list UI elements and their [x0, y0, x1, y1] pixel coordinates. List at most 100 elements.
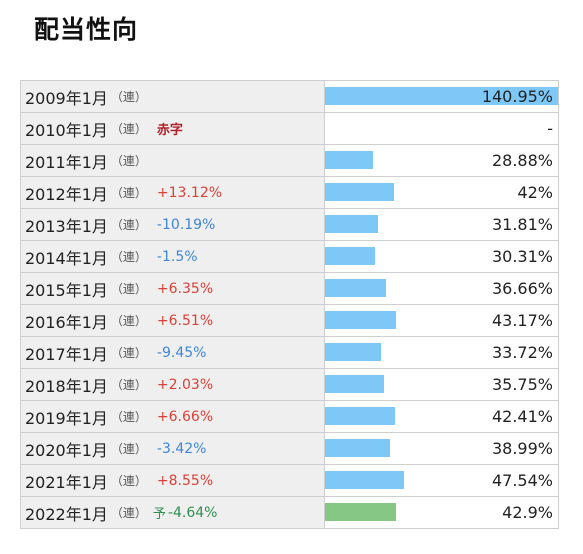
fiscal-period: 2020年1月 — [25, 440, 108, 460]
table-row: 2019年1月 （連） +6.66% 42.41% — [20, 400, 559, 433]
payout-ratio-value: 42% — [517, 183, 553, 202]
payout-change: +6.66% — [156, 408, 214, 425]
ratio-cell: 42.41% — [324, 400, 559, 433]
consolidated-mark: （連） — [110, 250, 147, 264]
table-row: 2014年1月 （連） -1.5% 30.31% — [20, 240, 559, 273]
ratio-bar — [325, 311, 397, 329]
ratio-cell: 47.54% — [324, 464, 559, 497]
payout-ratio-value: 43.17% — [491, 311, 553, 330]
forecast-ratio-bar — [325, 503, 396, 521]
table-row: 2013年1月 （連） -10.19% 31.81% — [20, 208, 559, 241]
period-cell: 2020年1月 （連） -3.42% — [20, 432, 325, 465]
table-row: 2022年1月 （連） 予 -4.64% 42.9% — [20, 496, 559, 529]
period-cell: 2011年1月 （連） — [20, 144, 325, 177]
payout-ratio-value: 30.31% — [491, 247, 553, 266]
table-row: 2011年1月 （連） 28.88% — [20, 144, 559, 177]
payout-ratio-value: 33.72% — [491, 343, 553, 362]
payout-change: -4.64% — [167, 504, 218, 521]
period-cell: 2017年1月 （連） -9.45% — [20, 336, 325, 369]
period-cell: 2014年1月 （連） -1.5% — [20, 240, 325, 273]
ratio-bar — [325, 151, 373, 169]
payout-ratio-table: 2009年1月 （連） 140.95% 2010年1月 （連） 赤字 -2011年1月 （連）… — [20, 80, 559, 529]
consolidated-mark: （連） — [110, 186, 147, 200]
fiscal-period: 2018年1月 — [25, 376, 108, 396]
payout-ratio-value: 140.95% — [481, 87, 553, 106]
payout-change: -9.45% — [156, 344, 207, 361]
ratio-cell: 36.66% — [324, 272, 559, 305]
payout-change: -1.5% — [156, 248, 198, 265]
payout-change: -3.42% — [156, 440, 207, 457]
consolidated-mark: （連） — [110, 410, 147, 424]
payout-ratio-value: 47.54% — [491, 471, 553, 490]
table-row: 2016年1月 （連） +6.51% 43.17% — [20, 304, 559, 337]
payout-ratio-value: 36.66% — [491, 279, 553, 298]
consolidated-mark: （連） — [110, 218, 147, 232]
ratio-cell: 42.9% — [324, 496, 559, 529]
fiscal-period: 2019年1月 — [25, 408, 108, 428]
ratio-bar — [325, 183, 395, 201]
ratio-bar — [325, 215, 378, 233]
ratio-cell: 42% — [324, 176, 559, 209]
ratio-cell: 140.95% — [324, 80, 559, 113]
payout-change: +6.51% — [156, 312, 214, 329]
consolidated-mark: （連） — [110, 506, 147, 520]
ratio-bar — [325, 471, 404, 489]
fiscal-period: 2014年1月 — [25, 248, 108, 268]
consolidated-mark: （連） — [110, 282, 147, 296]
payout-change: +6.35% — [156, 280, 214, 297]
table-row: 2018年1月 （連） +2.03% 35.75% — [20, 368, 559, 401]
table-row: 2012年1月 （連） +13.12% 42% — [20, 176, 559, 209]
ratio-bar — [325, 343, 381, 361]
period-cell: 2010年1月 （連） 赤字 — [20, 112, 325, 145]
fiscal-period: 2010年1月 — [25, 120, 108, 140]
table-row: 2010年1月 （連） 赤字 - — [20, 112, 559, 145]
ratio-bar — [325, 407, 396, 425]
deficit-badge: 赤字 — [156, 123, 183, 138]
payout-ratio-value: 28.88% — [491, 151, 553, 170]
page-title: 配当性向 — [34, 15, 139, 44]
ratio-bar — [325, 439, 390, 457]
table-row: 2015年1月 （連） +6.35% 36.66% — [20, 272, 559, 305]
payout-ratio-value: 35.75% — [491, 375, 553, 394]
fiscal-period: 2011年1月 — [25, 152, 108, 172]
table-row: 2017年1月 （連） -9.45% 33.72% — [20, 336, 559, 369]
fiscal-period: 2015年1月 — [25, 280, 108, 300]
fiscal-period: 2016年1月 — [25, 312, 108, 332]
ratio-cell: 28.88% — [324, 144, 559, 177]
period-cell: 2012年1月 （連） +13.12% — [20, 176, 325, 209]
consolidated-mark: （連） — [110, 378, 147, 392]
period-cell: 2019年1月 （連） +6.66% — [20, 400, 325, 433]
ratio-bar — [325, 87, 558, 105]
payout-change: +2.03% — [156, 376, 214, 393]
ratio-cell: 31.81% — [324, 208, 559, 241]
payout-ratio-value: - — [547, 119, 553, 138]
ratio-bar — [325, 279, 386, 297]
payout-change: -10.19% — [156, 216, 216, 233]
table-row: 2021年1月 （連） +8.55% 47.54% — [20, 464, 559, 497]
ratio-cell: - — [324, 112, 559, 145]
period-cell: 2022年1月 （連） 予 -4.64% — [20, 496, 325, 529]
consolidated-mark: （連） — [110, 314, 147, 328]
payout-change: +8.55% — [156, 472, 214, 489]
consolidated-mark: （連） — [110, 122, 147, 136]
forecast-mark: 予 — [152, 507, 166, 522]
consolidated-mark: （連） — [110, 474, 147, 488]
period-cell: 2013年1月 （連） -10.19% — [20, 208, 325, 241]
consolidated-mark: （連） — [110, 154, 147, 168]
table-row: 2020年1月 （連） -3.42% 38.99% — [20, 432, 559, 465]
consolidated-mark: （連） — [110, 90, 147, 104]
payout-ratio-value: 38.99% — [491, 439, 553, 458]
period-cell: 2016年1月 （連） +6.51% — [20, 304, 325, 337]
fiscal-period: 2017年1月 — [25, 344, 108, 364]
fiscal-period: 2009年1月 — [25, 88, 108, 108]
period-cell: 2018年1月 （連） +2.03% — [20, 368, 325, 401]
payout-ratio-value: 42.9% — [502, 503, 553, 522]
fiscal-period: 2012年1月 — [25, 184, 108, 204]
payout-ratio-table-body: 2009年1月 （連） 140.95% 2010年1月 （連） 赤字 -2011年1月 （連）… — [20, 80, 559, 529]
fiscal-period: 2013年1月 — [25, 216, 108, 236]
ratio-cell: 33.72% — [324, 336, 559, 369]
payout-ratio-value: 42.41% — [491, 407, 553, 426]
fiscal-period: 2022年1月 — [25, 504, 108, 524]
ratio-cell: 30.31% — [324, 240, 559, 273]
table-row: 2009年1月 （連） 140.95% — [20, 80, 559, 113]
